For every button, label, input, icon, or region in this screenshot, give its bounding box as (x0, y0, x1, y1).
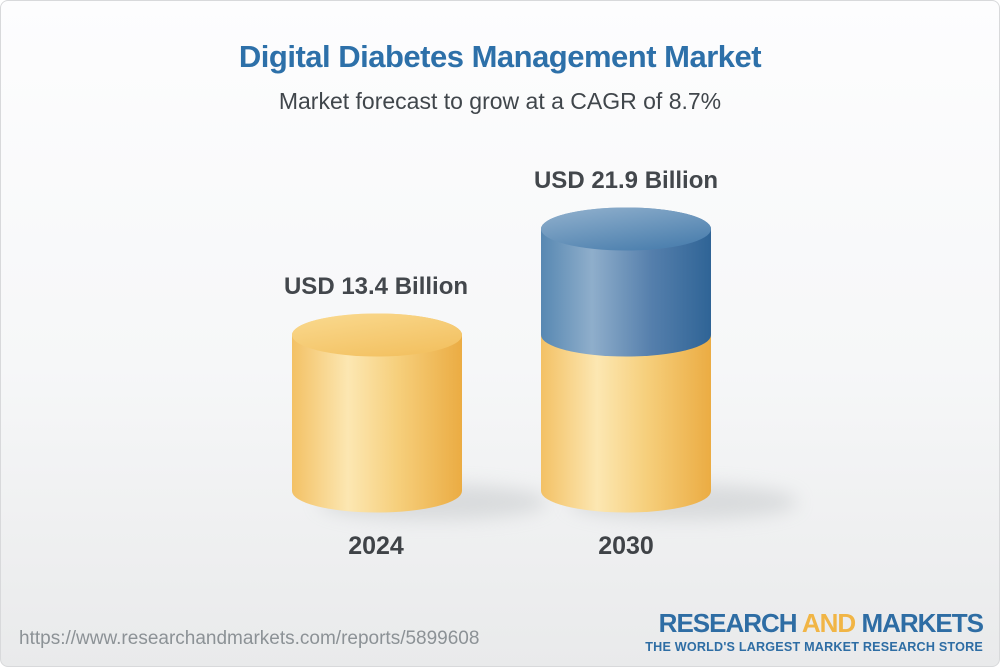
cylinder-2024-body (292, 313, 462, 513)
cylinder-2030-top (541, 207, 711, 251)
cylinder-2030-base-segment (541, 313, 711, 513)
page-title: Digital Diabetes Management Market (238, 39, 762, 74)
value-label-2024: USD 13.4 Billion (283, 273, 469, 300)
cylinder-2024 (292, 313, 462, 513)
report-url[interactable]: https://www.researchandmarkets.com/repor… (19, 628, 480, 649)
logo-word-research: RESEARCH (658, 607, 798, 638)
axis-label-2024: 2024 (348, 532, 404, 560)
page-subtitle: Market forecast to grow at a CAGR of 8.7… (278, 88, 722, 114)
value-label-2030: USD 21.9 Billion (533, 167, 719, 194)
logo-wordmark: RESEARCH AND MARKETS (645, 607, 984, 638)
logo-tagline: THE WORLD'S LARGEST MARKET RESEARCH STOR… (645, 639, 983, 654)
logo-word-and: AND (801, 607, 856, 638)
logo-word-markets: MARKETS (861, 607, 984, 638)
research-and-markets-logo: RESEARCH AND MARKETS THE WORLD'S LARGEST… (645, 607, 984, 654)
cylinder-2030 (541, 207, 711, 513)
axis-label-2030: 2030 (598, 532, 654, 560)
cylinder-2024-top (292, 313, 462, 357)
